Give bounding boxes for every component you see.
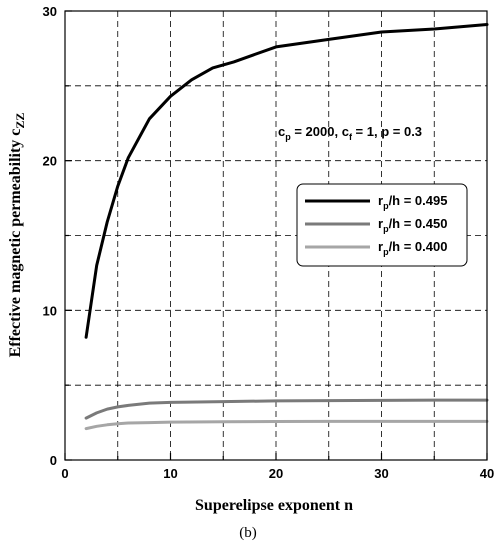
- y-axis-title: Effective magnetic permeability cZZ: [7, 113, 27, 358]
- y-tick-label: 0: [50, 453, 57, 468]
- tick-marks: [64, 10, 488, 461]
- x-axis-title: Superelipse exponent n: [195, 497, 353, 514]
- params-annotation: cp = 2000, cf = 1, p = 0.3: [278, 124, 422, 142]
- y-tick-label: 20: [43, 154, 57, 169]
- series-line-1: [84, 398, 489, 420]
- x-tick-label: 10: [163, 466, 177, 481]
- series-line-2: [84, 419, 489, 431]
- legend: rp/h = 0.495 rp/h = 0.450 rp/h = 0.400: [296, 183, 468, 267]
- y-tick-label: 30: [43, 4, 57, 19]
- y-tick-label: 10: [43, 303, 57, 318]
- x-tick-label: 30: [374, 466, 388, 481]
- tick-labels: 0 10 20 30 40 0 10 20 30: [43, 4, 495, 481]
- legend-label-0: rp/h = 0.495: [378, 193, 447, 211]
- x-tick-label: 40: [480, 466, 494, 481]
- x-tick-label: 20: [269, 466, 283, 481]
- legend-label-2: rp/h = 0.400: [378, 239, 447, 257]
- figure-caption: (b): [239, 525, 257, 541]
- legend-label-1: rp/h = 0.450: [378, 216, 447, 234]
- series-line-0: [84, 23, 489, 339]
- x-tick-label: 0: [61, 466, 68, 481]
- series-group: [84, 23, 489, 431]
